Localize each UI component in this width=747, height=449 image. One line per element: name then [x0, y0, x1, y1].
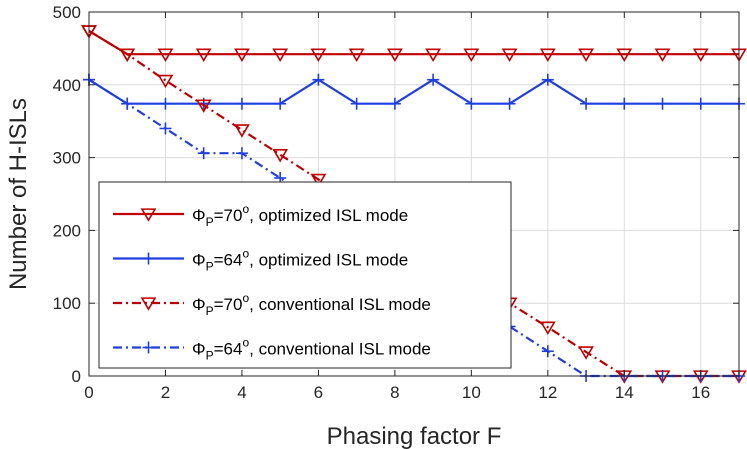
data-point: [425, 48, 442, 62]
legend-label-rest: , optimized ISL mode: [249, 206, 408, 225]
data-point: [159, 97, 172, 110]
legend-label-rest: , conventional ISL mode: [249, 340, 431, 359]
x-axis-title: Phasing factor F: [327, 423, 502, 449]
legend-label-symbol: Φ: [192, 295, 206, 314]
legend-label: ΦP=70o, conventional ISL mode: [192, 291, 431, 318]
data-point: [310, 48, 327, 62]
data-point: [350, 97, 363, 110]
data-point: [541, 345, 554, 358]
legend-label-sup: o: [242, 202, 249, 216]
data-point: [427, 73, 440, 86]
data-point: [578, 346, 594, 360]
data-point: [616, 48, 633, 62]
data-point: [272, 48, 289, 62]
x-tick-label: 2: [161, 383, 170, 402]
legend-label-symbol: Φ: [192, 340, 206, 359]
data-point: [121, 97, 134, 110]
legend-label-sub: P: [206, 349, 214, 363]
legend-label: ΦP=70o, optimized ISL mode: [192, 202, 408, 229]
data-point: [541, 73, 554, 86]
series-line: [88, 78, 739, 105]
series-0: [81, 25, 747, 62]
x-tick-label: 6: [314, 383, 323, 402]
data-point: [348, 48, 365, 62]
x-tick-label: 10: [462, 383, 481, 402]
data-point: [388, 97, 401, 110]
data-point: [692, 48, 709, 62]
data-point: [694, 97, 707, 110]
y-tick-label: 0: [72, 367, 81, 386]
data-point: [119, 48, 136, 62]
x-tick-label: 16: [691, 383, 710, 402]
legend-label-rest: , optimized ISL mode: [249, 251, 408, 270]
data-point: [503, 97, 516, 110]
y-tick-label: 300: [53, 149, 81, 168]
legend-label-mid: =64: [214, 340, 243, 359]
data-point: [578, 48, 594, 62]
legend-label-rest: , conventional ISL mode: [249, 295, 431, 314]
legend-item: ΦP=70o, optimized ISL mode: [113, 202, 408, 229]
data-point: [539, 321, 556, 335]
data-point: [656, 97, 669, 110]
data-point: [539, 48, 556, 62]
legend-marker: [140, 208, 157, 222]
data-point: [234, 124, 250, 138]
data-point: [235, 147, 248, 160]
data-point: [195, 99, 212, 113]
legend-marker: [140, 297, 157, 311]
legend-label-sub: P: [206, 260, 214, 274]
y-tick-label: 100: [53, 294, 81, 313]
legend-marker: [142, 341, 155, 354]
series-line: [88, 29, 739, 56]
data-point: [157, 74, 174, 89]
data-point: [463, 48, 480, 62]
data-point: [386, 48, 403, 62]
y-tick-label: 200: [53, 221, 81, 240]
legend-label-mid: =70: [214, 206, 243, 225]
data-point: [197, 147, 210, 160]
data-point: [195, 48, 212, 62]
legend-label-sup: o: [242, 336, 249, 350]
data-point: [501, 48, 518, 62]
legend-label-sub: P: [206, 304, 214, 318]
legend-label-sup: o: [242, 247, 249, 261]
plot-frame: [88, 11, 740, 377]
x-tick-label: 14: [615, 383, 634, 402]
legend-label: ΦP=64o, conventional ISL mode: [192, 336, 431, 363]
data-point: [272, 149, 289, 163]
x-tick-label: 12: [538, 383, 557, 402]
legend-label-sub: P: [206, 215, 214, 229]
x-tick-label: 4: [237, 383, 246, 402]
legend-label-mid: =64: [214, 251, 243, 270]
data-point: [580, 97, 593, 110]
legend-label: ΦP=64o, optimized ISL mode: [192, 247, 408, 274]
legend-marker: [142, 252, 155, 265]
legend-item: ΦP=64o, conventional ISL mode: [113, 336, 431, 363]
x-tick-label: 8: [390, 383, 399, 402]
axis-ticks: 0 2 4 6 8 10 12 14 16 0 100 200 300 400 500: [53, 3, 739, 402]
data-point: [235, 97, 248, 110]
legend-label-symbol: Φ: [192, 206, 206, 225]
legend-item: ΦP=64o, optimized ISL mode: [113, 247, 408, 274]
data-point: [310, 173, 327, 188]
legend-label-symbol: Φ: [192, 251, 206, 270]
data-point: [157, 48, 174, 62]
legend-item: ΦP=70o, conventional ISL mode: [113, 291, 431, 318]
data-point: [465, 97, 478, 110]
y-tick-label: 500: [53, 3, 81, 22]
data-point: [618, 97, 631, 110]
y-axis-title: Number of H-ISLs: [5, 98, 32, 290]
legend-label-sup: o: [242, 291, 249, 305]
data-point: [312, 73, 325, 86]
data-point: [159, 122, 172, 135]
data-point: [654, 48, 671, 62]
x-tick-label: 0: [84, 383, 93, 402]
data-point: [234, 48, 250, 62]
legend-label-mid: =70: [214, 295, 243, 314]
data-point: [274, 97, 287, 110]
y-tick-label: 400: [53, 76, 81, 95]
